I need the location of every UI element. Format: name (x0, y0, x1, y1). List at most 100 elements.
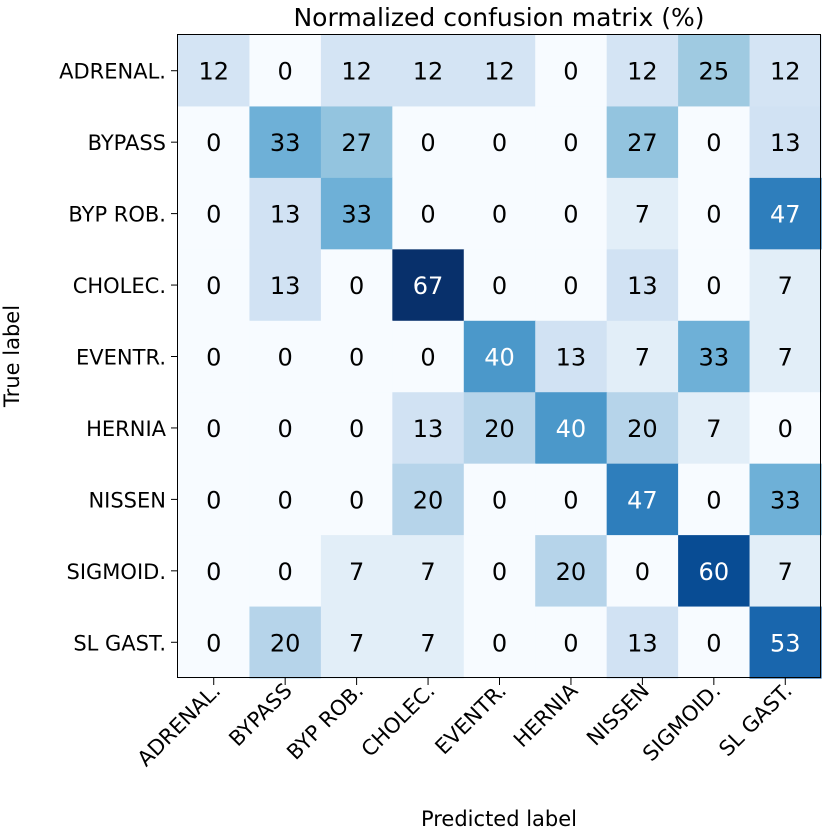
heatmap-cell (749, 463, 822, 536)
heatmap-cell (535, 606, 608, 679)
cell-value-label: 13 (627, 272, 658, 300)
cell-value-label: 0 (706, 486, 721, 514)
cell-value-label: 0 (492, 629, 507, 657)
heatmap-cell (320, 463, 393, 536)
cell-value-label: 7 (706, 415, 721, 443)
heatmap-cell (320, 106, 393, 179)
cell-value-label: 0 (778, 415, 793, 443)
y-tick-label: SIGMOID. (67, 560, 166, 584)
heatmap-cell (178, 320, 251, 393)
heatmap-cell (178, 177, 251, 250)
cell-value-label: 27 (627, 129, 658, 157)
heatmap-cell (606, 535, 679, 608)
cell-value-label: 12 (627, 58, 658, 86)
heatmap-cell (392, 320, 465, 393)
x-tick-label: SIGMOID. (638, 679, 725, 766)
heatmap-cell (678, 35, 751, 108)
cell-value-label: 0 (420, 129, 435, 157)
heatmap-cell (535, 463, 608, 536)
cell-value-label: 12 (413, 58, 444, 86)
y-tick-label: HERNIA (86, 417, 167, 441)
cell-value-label: 13 (770, 129, 801, 157)
x-tick-label: BYPASS (224, 679, 296, 751)
cell-value-label: 40 (484, 344, 515, 372)
cell-value-label: 0 (278, 58, 293, 86)
y-tick-label: EVENTR. (76, 346, 166, 370)
cell-value-label: 0 (206, 272, 221, 300)
cell-value-labels: 12 0 12 12 12 0 12 25 12 0 33 27 0 0 0 27 0 13 0 13 33 0 0 0 7 0 4… (198, 58, 800, 658)
heatmap-cell (678, 463, 751, 536)
cell-value-label: 0 (349, 486, 364, 514)
y-tick-label: NISSEN (88, 488, 166, 512)
cell-value-label: 0 (563, 629, 578, 657)
heatmap-cell (392, 535, 465, 608)
cell-value-label: 0 (563, 486, 578, 514)
heatmap-cell (606, 106, 679, 179)
heatmap-cell (249, 535, 322, 608)
heatmap-cell (678, 106, 751, 179)
heatmap-cell (392, 392, 465, 465)
cell-value-label: 0 (206, 129, 221, 157)
x-tick-label: CHOLEC. (357, 679, 440, 762)
heatmap-cell (392, 177, 465, 250)
y-tick-label: SL GAST. (73, 631, 166, 655)
cell-value-label: 0 (349, 272, 364, 300)
cell-value-label: 12 (770, 58, 801, 86)
cell-value-label: 33 (341, 201, 372, 229)
heatmap-cell (249, 320, 322, 393)
cell-value-label: 0 (492, 486, 507, 514)
cell-value-label: 0 (206, 344, 221, 372)
heatmap-cell (392, 606, 465, 679)
cell-value-label: 0 (563, 201, 578, 229)
cell-value-label: 7 (349, 558, 364, 586)
y-tick-label: ADRENAL. (59, 60, 166, 84)
heatmap-cell (463, 320, 536, 393)
cell-value-label: 0 (492, 558, 507, 586)
heatmap-cell (463, 177, 536, 250)
heatmap-cell (678, 249, 751, 322)
cell-value-label: 12 (484, 58, 515, 86)
cell-value-label: 33 (270, 129, 301, 157)
cell-value-label: 13 (556, 344, 587, 372)
x-tick-label: NISSEN (582, 679, 654, 751)
heatmap-cell (535, 35, 608, 108)
heatmap-cell (249, 606, 322, 679)
x-tick-label: EVENTR. (430, 679, 511, 760)
heatmap-cell (249, 106, 322, 179)
heatmap-cell (535, 249, 608, 322)
x-tick-label: BYP ROB. (282, 679, 368, 765)
heatmap-cell (463, 106, 536, 179)
heatmap-cell (678, 535, 751, 608)
cell-value-label: 0 (635, 558, 650, 586)
cell-value-label: 0 (206, 201, 221, 229)
cell-value-label: 0 (278, 558, 293, 586)
heatmap-cell (749, 35, 822, 108)
heatmap-cell (463, 392, 536, 465)
heatmap-cell (320, 177, 393, 250)
heatmap-cell (463, 535, 536, 608)
y-tick-label: BYP ROB. (68, 203, 166, 227)
cell-value-label: 0 (278, 344, 293, 372)
heatmap-cell (606, 320, 679, 393)
cell-value-label: 47 (627, 486, 658, 514)
cell-value-label: 0 (420, 201, 435, 229)
cell-value-label: 67 (413, 272, 444, 300)
cell-value-label: 0 (206, 558, 221, 586)
cell-value-label: 0 (706, 129, 721, 157)
cell-value-label: 60 (699, 558, 730, 586)
heatmap-cell (249, 35, 322, 108)
cell-value-label: 0 (706, 629, 721, 657)
cell-value-label: 7 (635, 344, 650, 372)
cell-value-label: 20 (484, 415, 515, 443)
y-axis-label: True label (0, 305, 24, 408)
cell-value-label: 0 (278, 415, 293, 443)
cell-value-label: 7 (349, 629, 364, 657)
cell-value-label: 13 (270, 272, 301, 300)
cell-value-label: 0 (349, 415, 364, 443)
cell-value-label: 20 (627, 415, 658, 443)
cell-value-label: 25 (699, 58, 730, 86)
y-tick-label: BYPASS (88, 131, 166, 155)
cell-value-label: 0 (420, 344, 435, 372)
heatmap-cell (178, 35, 251, 108)
cell-value-label: 13 (413, 415, 444, 443)
